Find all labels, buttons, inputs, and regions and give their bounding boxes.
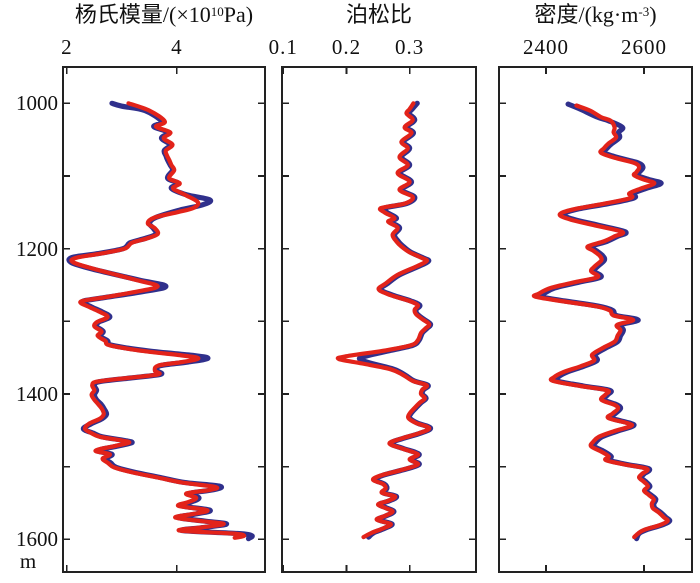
x-tick-label: 2600 [620,35,667,59]
depth-tick-label: 1000 [16,91,58,116]
panel-border [62,66,266,573]
title-text: Pa) [223,2,254,27]
x-tick-label: 0.2 [331,35,362,59]
red-curve [531,103,670,540]
x-tick-label: 0.3 [395,35,425,59]
panel-title-density: 密度/(kg·m-3) [499,1,692,29]
red-curve [335,101,432,540]
panel-border [498,66,693,573]
x-tick-label: 2 [61,35,73,59]
depth-tick-label: 1200 [16,236,58,261]
panel-title-poisson-ratio: 泊松比 [282,1,476,29]
title-text: ) [649,2,657,27]
x-tick-label: 2400 [523,35,570,59]
title-text: 杨氏模量/(×10 [74,2,211,27]
depth-tick-label: 1400 [16,381,58,406]
title-text: 泊松比 [345,2,412,27]
blue-curve [536,101,673,542]
panel-title-youngs-modulus: 杨氏模量/(×1010Pa) [63,1,265,29]
depth-tick-label: 1600 [16,527,58,552]
title-superscript: 10 [210,4,224,19]
x-tick-label: 4 [171,35,183,59]
x-tick-label: 0.1 [268,35,298,59]
title-superscript: -3 [638,4,650,19]
panel-border [281,66,477,573]
red-curve [69,101,247,540]
depth-unit-label: m [19,549,37,573]
title-text: 密度/(kg·m [534,2,639,27]
